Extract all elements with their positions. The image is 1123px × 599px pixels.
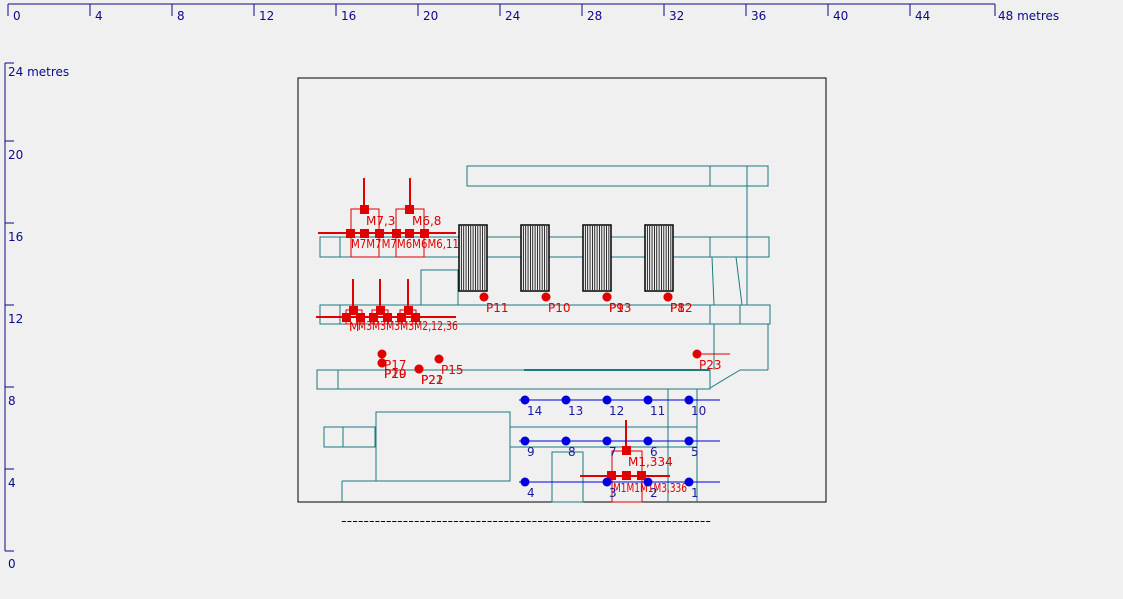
- blue-point-label: 4: [527, 486, 535, 500]
- dashed-line: ----------------------------------------…: [341, 514, 711, 528]
- y-tick-label: 12: [8, 312, 23, 326]
- blue-points: 14 13 12 11 10 9 8 7 6 5 4 3 2 1: [520, 395, 706, 500]
- blue-point-label: 13: [568, 404, 583, 418]
- x-tick-label: 24: [505, 9, 520, 23]
- structures: [316, 165, 771, 503]
- blue-point: 2: [643, 477, 658, 500]
- red-point: P22: [414, 364, 444, 387]
- x-tick-label: 16: [341, 9, 356, 23]
- blue-point-label: 8: [568, 445, 576, 459]
- label-m7-3: M7,3: [366, 214, 395, 228]
- label-m1-334: M1,334: [628, 455, 673, 469]
- x-tick-label: 8: [177, 9, 185, 23]
- blue-point-label: 9: [527, 445, 535, 459]
- red-point-label: P10: [548, 301, 571, 315]
- red-point-label: P9: [609, 301, 624, 315]
- blue-point: 4: [520, 477, 535, 500]
- x-tick-label: 32: [669, 9, 684, 23]
- blue-point-label: 2: [650, 486, 658, 500]
- y-axis: 24 metres 20 16 12 8 4 0: [4, 62, 69, 571]
- x-tick-label: 4: [95, 9, 103, 23]
- y-axis-top-label: 24 metres: [8, 65, 69, 79]
- hatched-block: [644, 224, 674, 292]
- red-point-label: P19: [384, 367, 407, 381]
- blue-point: 14: [520, 395, 542, 418]
- blue-point: 13: [561, 395, 583, 418]
- y-tick-label: 20: [8, 148, 23, 162]
- red-point-label: P12: [670, 301, 693, 315]
- blue-point-label: 5: [691, 445, 699, 459]
- red-point-label: P20: [384, 367, 407, 381]
- x-axis: 0 4 8 12 16 20 24 28 32 36 40 44 48 metres: [7, 3, 1059, 23]
- red-point: P17: [377, 349, 407, 372]
- red-point: P13: [602, 292, 632, 315]
- red-point-label: P8: [670, 301, 685, 315]
- blue-point: 8: [561, 436, 576, 459]
- blue-point-label: 1: [691, 486, 699, 500]
- blue-point: 1: [684, 477, 699, 500]
- blue-point: 7: [602, 436, 617, 459]
- blue-point: 12: [602, 395, 624, 418]
- x-tick-label: 12: [259, 9, 274, 23]
- red-point: P12: [663, 292, 693, 315]
- blue-point: 3: [602, 477, 617, 500]
- hatched-block: [582, 224, 612, 292]
- red-point: P10: [541, 292, 571, 315]
- blue-point: 10: [684, 395, 706, 418]
- x-tick-label: 44: [915, 9, 930, 23]
- blue-point-label: 3: [609, 486, 617, 500]
- red-point-label: P23: [699, 358, 722, 372]
- blue-point-label: 6: [650, 445, 658, 459]
- red-point: P23: [692, 349, 722, 372]
- blue-point-label: 12: [609, 404, 624, 418]
- blue-point-label: 7: [609, 445, 617, 459]
- y-tick-label: 4: [8, 476, 16, 490]
- label-upper-cluster: M7M7M7M6M6M6,11: [351, 237, 459, 251]
- red-point-label: P17: [384, 358, 407, 372]
- x-tick-label: 0: [13, 9, 21, 23]
- blue-point-label: 11: [650, 404, 665, 418]
- red-point-label: P13: [609, 301, 632, 315]
- x-tick-label: 36: [751, 9, 766, 23]
- red-squares: [342, 205, 646, 480]
- hatched-blocks: [458, 224, 674, 292]
- lower-beam: [316, 369, 711, 390]
- red-point: P15: [434, 354, 464, 377]
- x-tick-label: 40: [833, 9, 848, 23]
- red-point: P11: [479, 292, 509, 315]
- building-frame: [297, 77, 827, 503]
- blue-point: 6: [643, 436, 658, 459]
- label-m6-8: M6,8: [412, 214, 441, 228]
- label-bottom-cluster: M1M1M1M3,336: [613, 481, 687, 495]
- middle-beam: [319, 304, 771, 325]
- blue-point-label: 14: [527, 404, 542, 418]
- hatched-block: [458, 224, 488, 292]
- red-point: P20: [377, 358, 407, 381]
- hatched-block: [520, 224, 550, 292]
- top-beam: [466, 165, 769, 187]
- x-tick-label: 20: [423, 9, 438, 23]
- red-point-label: P15: [441, 363, 464, 377]
- blue-point: 9: [520, 436, 535, 459]
- red-point-label: P21: [421, 373, 444, 387]
- x-axis-end-label: 48 metres: [998, 9, 1059, 23]
- blue-point-label: 10: [691, 404, 706, 418]
- label-middle-cluster: M: [349, 320, 359, 334]
- red-point-label: P22: [421, 373, 444, 387]
- x-tick-label: 28: [587, 9, 602, 23]
- y-axis-bottom-label: 0: [8, 557, 16, 571]
- red-point-label: P11: [486, 301, 509, 315]
- blue-point: 11: [643, 395, 665, 418]
- blue-point: 5: [684, 436, 699, 459]
- y-tick-label: 16: [8, 230, 23, 244]
- label-middle-cluster-overlap: M3M3M3M3M2,12,36: [358, 319, 458, 333]
- y-tick-label: 8: [8, 394, 16, 408]
